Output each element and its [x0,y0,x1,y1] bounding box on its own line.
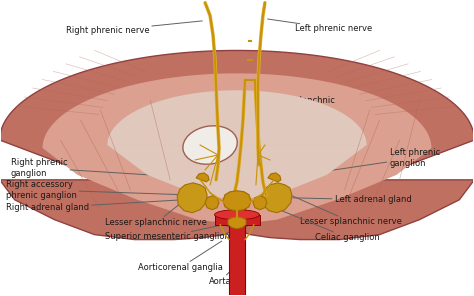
Text: Lesser splanchnic nerve: Lesser splanchnic nerve [105,189,207,227]
Polygon shape [262,183,292,213]
Polygon shape [215,215,260,225]
Polygon shape [177,183,207,213]
Text: Right adrenal gland: Right adrenal gland [6,200,181,212]
Polygon shape [43,73,431,225]
Text: Aorticorenal ganglia: Aorticorenal ganglia [138,241,223,272]
Polygon shape [223,191,251,211]
Polygon shape [196,173,209,182]
Text: Left phrenic nerve: Left phrenic nerve [268,19,372,33]
Polygon shape [268,173,281,182]
Text: Lesser splanchnic nerve: Lesser splanchnic nerve [276,189,401,226]
Text: Right phrenic nerve: Right phrenic nerve [65,21,202,35]
Polygon shape [108,90,366,200]
Polygon shape [228,217,246,229]
Text: Right accessory
phrenic ganglion: Right accessory phrenic ganglion [6,180,182,200]
Ellipse shape [215,210,259,220]
Polygon shape [229,205,245,295]
Polygon shape [205,196,219,210]
Text: Aorta: Aorta [209,266,235,286]
Text: Celiac ganglion: Celiac ganglion [267,205,380,242]
Polygon shape [0,50,474,239]
Text: Left phrenic
ganglion: Left phrenic ganglion [283,148,440,177]
Text: Right phrenic
ganglion: Right phrenic ganglion [11,158,193,178]
Text: Superior mesenteric ganglion: Superior mesenteric ganglion [105,224,230,241]
Text: Greater splanchnic
nerves: Greater splanchnic nerves [255,96,335,119]
Text: Left adrenal gland: Left adrenal gland [292,195,411,204]
Ellipse shape [229,201,245,209]
Ellipse shape [183,126,237,164]
Polygon shape [253,196,267,210]
